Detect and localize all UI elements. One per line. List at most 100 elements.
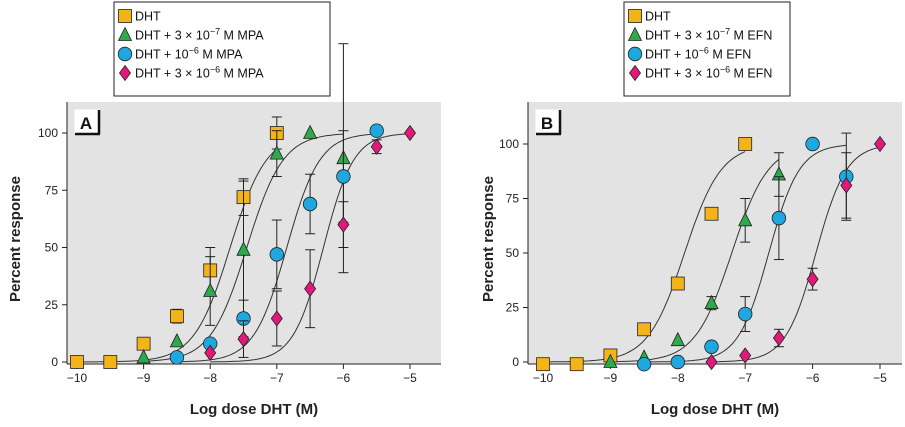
legend-box: [623, 1, 791, 97]
data-point-diamond: [806, 270, 819, 288]
legend-label: DHT: [135, 10, 161, 24]
data-point-circle: [805, 136, 820, 152]
legend: DHT DHT + 3 × 10−7 M MPA DHT + 10−6 M MPA D…: [113, 1, 331, 97]
legend-marker-circle: [117, 46, 133, 62]
x-tick-label: −5: [403, 371, 417, 385]
panel-label: A: [74, 109, 101, 136]
y-tick-label: 75: [506, 192, 520, 206]
legend-item: DHT + 3 × 10−7 M EFN: [627, 26, 772, 43]
data-point-triangle: [704, 294, 719, 310]
data-point-triangle: [603, 353, 618, 368]
data-point-square: [136, 336, 151, 351]
data-point-square: [103, 355, 118, 369]
data-point-circle: [336, 169, 351, 184]
data-point-triangle: [302, 124, 318, 139]
x-axis-title: Log dose DHT (M): [190, 401, 318, 418]
legend-label: DHT + 3 × 10−7 M EFN: [645, 27, 772, 43]
legend-label: DHT + 3 × 10−7 M MPA: [135, 27, 264, 43]
y-tick-label: 0: [51, 355, 58, 369]
legend-marker-triangle: [627, 26, 643, 41]
data-point-square: [169, 309, 184, 324]
data-point-triangle: [269, 145, 284, 160]
data-point-triangle: [670, 331, 685, 347]
legend-label: DHT + 10−6 M MPA: [135, 46, 243, 62]
data-point-circle: [771, 210, 787, 226]
data-point-diamond: [772, 329, 785, 347]
legend-item: DHT + 3 × 10−6 M MPA: [119, 65, 264, 82]
legend-item: DHT + 3 × 10−6 M EFN: [629, 64, 772, 82]
axes: −10 −9 −8 −7 −6 −5 0 25 50 75 100: [38, 102, 441, 385]
data-point-diamond: [739, 347, 752, 364]
data-point-circle: [704, 339, 719, 354]
legend-item: DHT + 10−6 M MPA: [117, 46, 243, 62]
legend-item: DHT + 3 × 10−7 M MPA: [117, 26, 264, 43]
data-point-diamond: [304, 280, 317, 297]
plot-area: [67, 102, 441, 364]
data-point-circle: [369, 123, 384, 138]
data-point-square: [536, 357, 550, 372]
y-tick-label: 25: [506, 301, 520, 315]
data-point-diamond: [370, 138, 383, 155]
panel-letter: B: [541, 114, 553, 133]
y-tick-label: 50: [45, 241, 59, 255]
data-point-circle: [636, 356, 652, 372]
data-point-triangle: [738, 211, 753, 227]
data-point-diamond: [337, 216, 350, 233]
y-tick-label: 100: [499, 137, 519, 151]
data-point-triangle: [136, 349, 151, 364]
legend: DHT DHT + 3 × 10−7 M EFN DHT + 10−6 M EFN D…: [623, 1, 791, 97]
y-axis-title: Percent response: [480, 176, 497, 302]
legend-marker-square: [628, 9, 642, 23]
y-tick-label: 100: [38, 126, 58, 140]
x-tick-label: −8: [671, 371, 685, 385]
y-tick-label: 50: [506, 246, 520, 260]
data-point-square: [704, 206, 719, 221]
data-point-diamond: [840, 177, 853, 194]
x-tick-label: −7: [738, 371, 752, 385]
x-tick-label: −10: [67, 371, 88, 385]
y-tick-label: 25: [45, 298, 59, 312]
panel-label: B: [535, 109, 562, 136]
data-point-diamond: [874, 135, 886, 153]
data-point-diamond: [404, 124, 416, 142]
panel-a: A −10 −9 −8 −7 −6 −5 0 25 50 75 100 Log dose DHT (M)…: [7, 1, 441, 418]
legend-label: DHT: [645, 10, 671, 24]
x-tick-label: −5: [873, 371, 887, 385]
data-point-diamond: [705, 353, 718, 371]
y-tick-label: 75: [45, 183, 59, 197]
series-square: [536, 137, 753, 372]
panel-b: B −10 −9 −8 −7 −6 −5 0 25 50 75 100 Log dose DHT (M)…: [480, 1, 902, 418]
legend-item: DHT + 10−6 M EFN: [627, 46, 751, 62]
legend-label: DHT + 3 × 10−6 M EFN: [645, 65, 772, 81]
data-point-circle: [269, 247, 285, 262]
legend-marker-diamond: [629, 64, 641, 82]
data-point-circle: [169, 350, 185, 365]
legend-marker-square: [118, 9, 132, 23]
y-tick-label: 0: [512, 355, 519, 369]
data-point-square: [637, 322, 651, 337]
data-point-triangle: [169, 332, 185, 348]
series-triangle: [603, 152, 787, 368]
x-tick-label: −8: [203, 371, 217, 385]
data-point-diamond: [204, 344, 217, 362]
legend-label: DHT + 3 × 10−6 M MPA: [135, 65, 264, 81]
x-axis-title: Log dose DHT (M): [651, 401, 779, 418]
data-point-diamond: [270, 310, 283, 327]
y-axis-title: Percent response: [7, 176, 24, 302]
legend-marker-triangle: [117, 26, 133, 41]
legend-marker-circle: [627, 46, 643, 62]
x-tick-label: −6: [806, 371, 820, 385]
x-tick-label: −6: [337, 371, 351, 385]
x-tick-label: −7: [270, 371, 284, 385]
x-tick-label: −10: [533, 371, 554, 385]
data-point-square: [670, 276, 685, 291]
data-point-diamond: [237, 330, 250, 348]
legend-box: [113, 1, 331, 97]
data-point-circle: [670, 354, 686, 370]
legend-item: DHT: [628, 9, 671, 24]
series-diamond: [204, 124, 416, 362]
series-diamond: [705, 135, 886, 371]
data-point-square: [569, 357, 584, 372]
data-point-circle: [302, 196, 318, 212]
